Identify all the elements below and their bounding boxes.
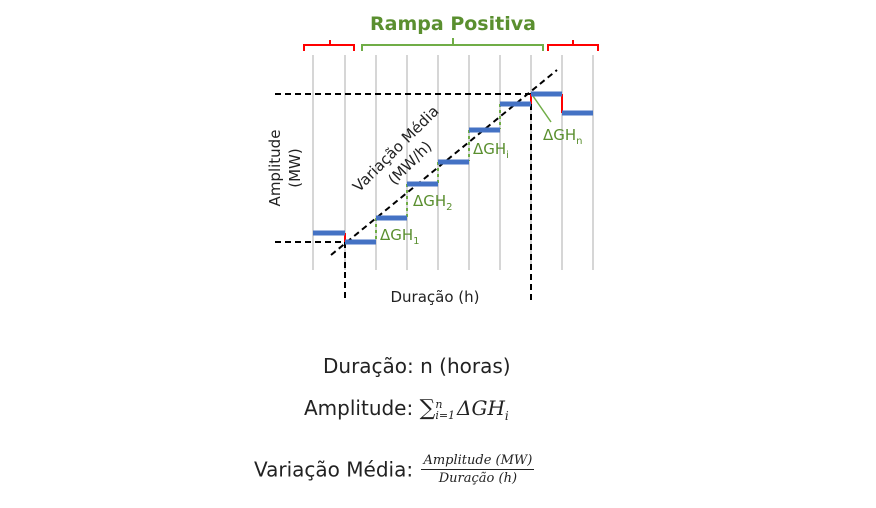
variation-fraction: Amplitude (MW) Duração (h) (421, 452, 535, 487)
duration-formula: Duração: n (horas) (323, 354, 511, 378)
delta-gh-i-label: ΔGHi (473, 140, 509, 161)
sum-symbol: ∑ (419, 396, 436, 421)
right-red-bracket (547, 40, 599, 51)
left-red-bracket (303, 40, 355, 51)
y-axis-label: Amplitude (MW) (266, 130, 304, 207)
fraction-denominator: Duração (h) (438, 471, 518, 486)
variation-formula: Variação Média: Amplitude (MW) Duração (… (254, 452, 535, 487)
duration-value: n (horas) (420, 354, 511, 378)
fraction-numerator: Amplitude (MW) (421, 453, 535, 470)
duration-label: Duração: (323, 354, 414, 378)
ramp-label: Rampa Positiva (370, 13, 536, 35)
svg-text:(MW): (MW) (286, 148, 304, 187)
delta-gh-2-label: ΔGH2 (413, 192, 453, 213)
reference-dashed-lines (275, 93, 532, 300)
amplitude-formula: Amplitude: ∑ n i=1 ΔGHi (304, 396, 509, 423)
ramp-diagram: Rampa Positiva ΔGH1 ΔGH2 ΔGHi ΔGHn (266, 13, 599, 306)
delta-gh-n-label: ΔGHn (543, 126, 583, 147)
amplitude-label: Amplitude: (304, 396, 414, 420)
sum-limits: n i=1 (435, 397, 456, 422)
svg-text:Amplitude: Amplitude (266, 130, 284, 207)
step-delta-lines (375, 104, 501, 241)
sum-term-sub: i (504, 409, 509, 423)
x-axis-label: Duração (h) (390, 288, 479, 306)
ramp-green-bracket (361, 38, 544, 51)
average-variation-line (330, 69, 558, 256)
sum-term: ΔGH (457, 396, 505, 420)
generation-steps (313, 91, 593, 245)
delta-gh-1-label: ΔGH1 (380, 226, 420, 247)
variation-label: Variação Média: (254, 457, 414, 482)
delta-n-leader (532, 95, 552, 123)
